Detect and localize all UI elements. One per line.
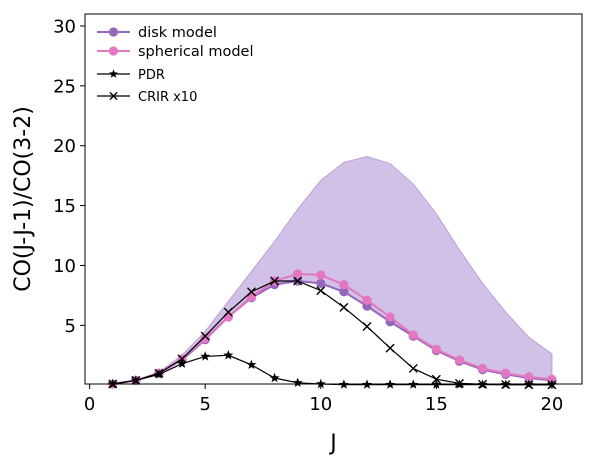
y-tick-label: 20 xyxy=(53,136,76,157)
y-tick-label: 25 xyxy=(53,76,76,97)
data-point xyxy=(246,287,256,297)
x-tick-label: 10 xyxy=(309,394,332,415)
data-point xyxy=(408,330,418,340)
data-point xyxy=(501,380,511,390)
y-axis-label: CO(J-J-1)/CO(3-2) xyxy=(11,106,36,292)
data-point xyxy=(269,372,280,383)
legend-label: CRIR x10 xyxy=(138,90,197,105)
legend-entry: disk model xyxy=(97,25,217,41)
y-tick-label: 5 xyxy=(65,316,76,337)
y-tick-label: 15 xyxy=(53,196,76,217)
legend-entry: CRIR x10 xyxy=(97,90,197,105)
data-point xyxy=(501,368,511,378)
x-axis-label: J xyxy=(328,431,337,456)
data-point xyxy=(177,354,187,364)
data-point xyxy=(223,350,234,360)
data-point xyxy=(524,372,534,382)
data-point xyxy=(454,378,464,388)
y-tick-label: 10 xyxy=(53,256,76,277)
x-tick-label: 5 xyxy=(199,394,210,415)
legend: disk model spherical model PDR CRIR x10 xyxy=(97,25,254,105)
data-point xyxy=(339,287,349,297)
data-point xyxy=(524,380,534,390)
data-point xyxy=(293,269,303,279)
legend-label: spherical model xyxy=(138,44,254,60)
y-tick-label: 30 xyxy=(53,16,76,37)
legend-label: disk model xyxy=(138,25,217,41)
data-point xyxy=(154,368,164,378)
data-point xyxy=(246,359,257,370)
data-point xyxy=(200,333,210,344)
data-point xyxy=(223,307,233,317)
shaded-band-layer xyxy=(112,155,553,385)
data-point xyxy=(385,312,395,322)
data-point xyxy=(431,344,441,354)
data-point xyxy=(270,276,280,286)
data-point xyxy=(316,286,326,296)
legend-marker xyxy=(109,91,118,101)
data-point xyxy=(385,343,395,353)
data-point xyxy=(292,377,303,388)
data-point xyxy=(223,312,233,322)
data-point xyxy=(316,278,326,289)
data-point xyxy=(362,295,372,305)
x-tick-label: 20 xyxy=(540,394,563,415)
axes-layer xyxy=(84,13,583,385)
legend-marker xyxy=(108,46,119,56)
data-point xyxy=(454,355,465,365)
data-point xyxy=(200,351,211,361)
data-point xyxy=(408,363,418,373)
data-point xyxy=(246,291,257,302)
ticks-layer: 0 5 10 15 20 5 10 15 20 25 30 xyxy=(53,16,563,415)
data-point xyxy=(131,375,141,385)
x-tick-label: 15 xyxy=(425,394,448,415)
legend-entry: spherical model xyxy=(97,44,254,60)
data-point xyxy=(431,374,441,384)
data-point xyxy=(547,374,557,384)
x-tick-label: 0 xyxy=(84,394,95,415)
data-point xyxy=(316,270,326,280)
data-point xyxy=(362,322,372,332)
legend-entry: PDR xyxy=(97,68,165,83)
legend-marker xyxy=(109,69,118,78)
data-point xyxy=(293,276,303,286)
data-point xyxy=(339,280,349,290)
data-point xyxy=(200,331,210,341)
data-point xyxy=(177,358,188,368)
legend-label: PDR xyxy=(138,68,165,83)
data-point xyxy=(478,363,488,374)
shaded-band xyxy=(112,155,553,385)
legend-marker xyxy=(108,27,119,37)
plot-frame xyxy=(84,13,583,385)
data-point xyxy=(339,302,349,312)
